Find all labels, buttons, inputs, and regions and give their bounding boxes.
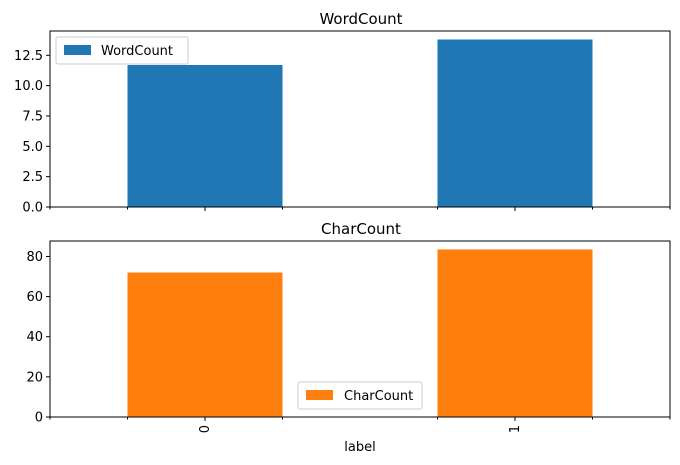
- wordcount-bars: [127, 39, 593, 207]
- x-tick-label-1: 1: [508, 425, 523, 433]
- x-tick-label-0: 0: [198, 425, 213, 433]
- charcount-legend: CharCount: [297, 381, 423, 410]
- y-tick-label: 10.0: [14, 79, 43, 94]
- legend-label-charcount: CharCount: [344, 389, 413, 404]
- charcount-y-axis: 0 20 40 60 80: [26, 250, 50, 426]
- legend-swatch-wordcount: [64, 45, 91, 55]
- charcount-title: CharCount: [321, 220, 401, 238]
- y-tick-label: 0.0: [22, 201, 43, 216]
- y-tick-label: 60: [26, 290, 43, 305]
- y-tick-label: 80: [26, 250, 43, 265]
- legend-frame: [297, 381, 423, 410]
- legend-label-wordcount: WordCount: [101, 44, 173, 59]
- legend-frame: [55, 36, 189, 65]
- y-tick-label: 0: [35, 411, 43, 426]
- x-axis-label: label: [344, 440, 375, 455]
- y-tick-label: 7.5: [22, 109, 43, 124]
- wordcount-axes-frame: [49, 30, 671, 208]
- y-tick-label: 40: [26, 330, 43, 345]
- wordcount-legend: WordCount: [55, 36, 189, 65]
- wordcount-x-ticks: [49, 207, 671, 211]
- bar-wordcount-0: [127, 64, 283, 207]
- wordcount-subplot: WordCount 0.0 2.5 5.0 7.5 10.0 12.5 WordCount: [14, 10, 671, 216]
- charcount-axes-frame: [49, 240, 671, 418]
- charcount-x-ticks: [49, 417, 671, 421]
- charcount-subplot: CharCount 0 20 40 60 80 CharCount: [26, 220, 671, 426]
- y-tick-label: 12.5: [14, 49, 43, 64]
- wordcount-title: WordCount: [319, 10, 402, 28]
- wordcount-y-axis: 0.0 2.5 5.0 7.5 10.0 12.5: [14, 49, 50, 216]
- legend-swatch-charcount: [306, 390, 333, 400]
- y-tick-label: 5.0: [22, 140, 43, 155]
- bar-wordcount-1: [437, 39, 593, 207]
- charcount-bars: [127, 249, 593, 417]
- y-tick-label: 2.5: [22, 170, 43, 185]
- y-tick-label: 20: [26, 370, 43, 385]
- bar-charcount-0: [127, 272, 283, 417]
- bar-charcount-1: [437, 249, 593, 417]
